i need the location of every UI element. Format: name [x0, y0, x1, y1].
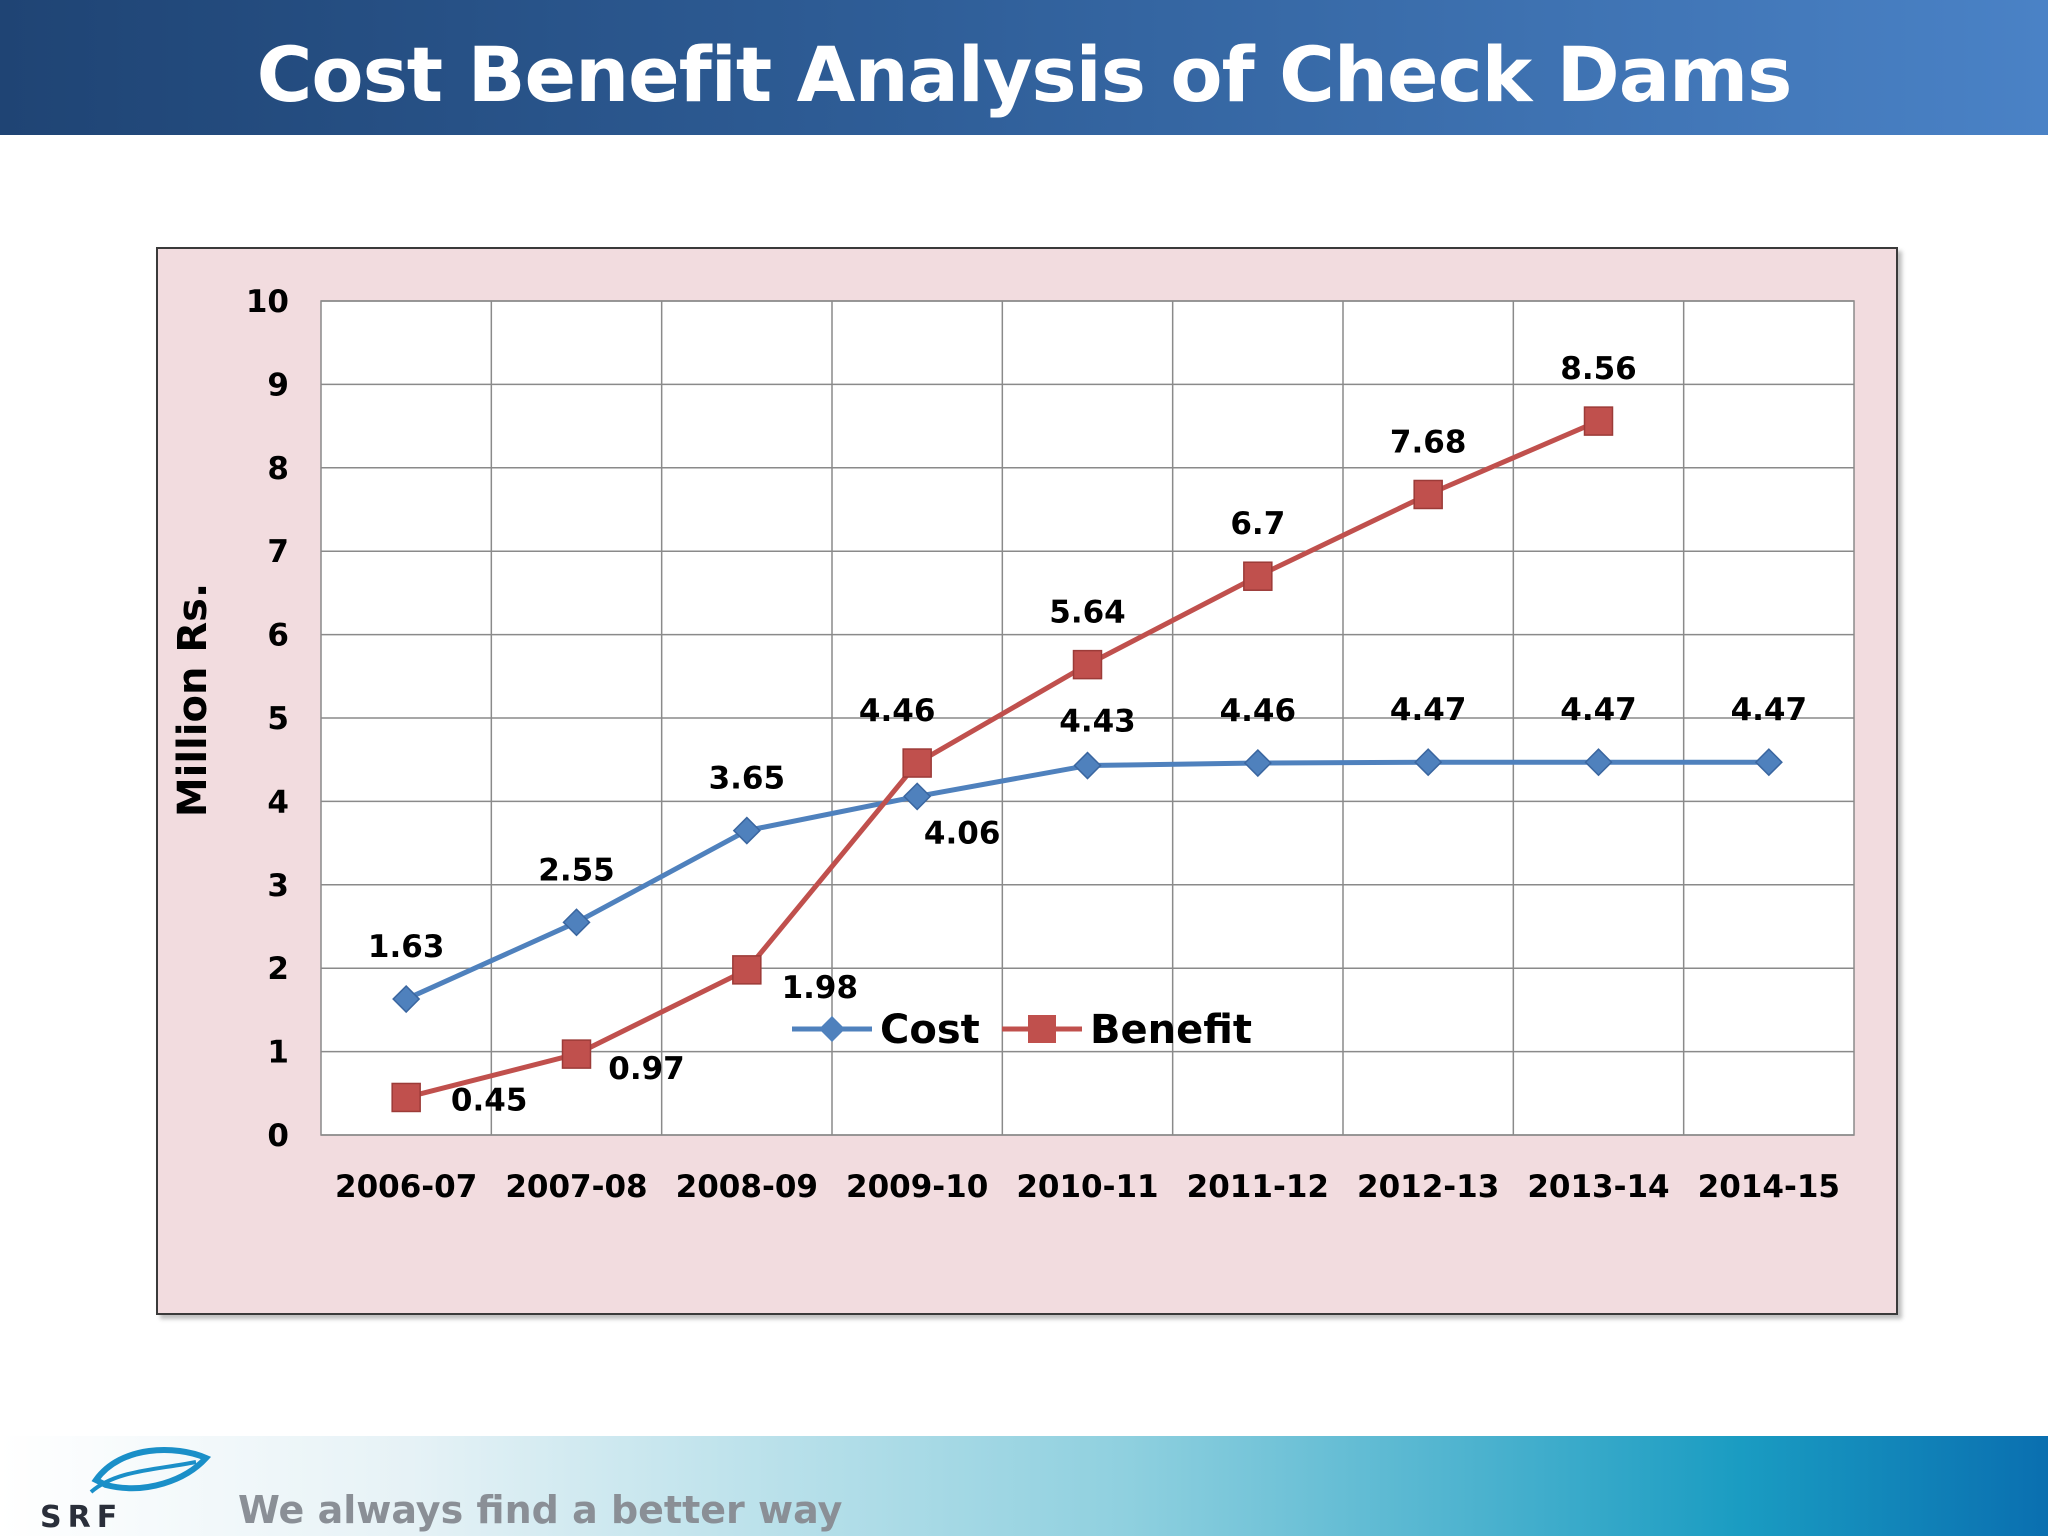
title-bar	[0, 0, 2048, 135]
cost-data-label: 4.47	[1731, 692, 1808, 728]
srf-logo-icon	[89, 1447, 212, 1494]
footer-band	[0, 1436, 2048, 1536]
cost-point	[562, 908, 591, 937]
y-tick-label: 2	[267, 951, 289, 987]
cost-point	[392, 984, 421, 1014]
x-tick-label: 2007-08	[505, 1169, 647, 1205]
y-tick-label: 5	[267, 701, 289, 737]
benefit-point	[902, 748, 932, 778]
benefit-data-label: 4.46	[859, 693, 936, 729]
benefit-point	[391, 1082, 421, 1113]
benefit-point	[561, 1039, 592, 1069]
cost-point	[1414, 748, 1443, 777]
benefit-legend-marker	[1028, 1015, 1056, 1043]
cost-data-label: 4.46	[1220, 693, 1297, 729]
cost-point	[1243, 748, 1272, 778]
cost-legend-label: Cost	[880, 1007, 980, 1053]
benefit-point	[1413, 479, 1443, 510]
cost-data-label: 4.47	[1560, 692, 1637, 728]
x-tick-label: 2014-15	[1698, 1169, 1840, 1205]
x-tick-label: 2010-11	[1016, 1169, 1158, 1205]
cost-point	[903, 782, 932, 811]
y-tick-label: 1	[267, 1035, 289, 1071]
cost-point	[732, 816, 761, 845]
cost-data-label: 1.63	[368, 929, 445, 965]
line-chart: 0 1 2 3 4 5 6 7 8 9 10 2006-07 2007-08 2008-09 2009-10…	[170, 284, 1855, 1205]
x-tick-label: 2008-09	[676, 1169, 818, 1205]
benefit-data-label: 0.45	[451, 1082, 527, 1118]
cost-point	[1073, 751, 1102, 780]
x-tick-label: 2012-13	[1357, 1169, 1499, 1205]
benefit-legend-label: Benefit	[1090, 1007, 1252, 1053]
benefit-data-label: 8.56	[1560, 351, 1637, 387]
cost-point	[1754, 748, 1783, 777]
y-tick-label: 10	[246, 284, 289, 320]
y-tick-label: 6	[267, 618, 289, 654]
y-axis-label: Million Rs.	[170, 583, 216, 817]
benefit-data-label: 7.68	[1390, 424, 1467, 460]
benefit-point	[1583, 406, 1614, 436]
x-tick-label: 2013-14	[1527, 1169, 1669, 1205]
y-tick-label: 7	[267, 534, 289, 570]
benefit-point	[1243, 561, 1273, 591]
y-tick-label: 0	[267, 1118, 289, 1154]
y-tick-label: 9	[267, 367, 289, 403]
cost-data-label: 3.65	[709, 761, 786, 797]
footer-tagline: We always find a better way	[238, 1488, 843, 1532]
benefit-data-label: 6.7	[1230, 506, 1285, 542]
x-tick-label: 2009-10	[846, 1169, 988, 1205]
y-tick-label: 3	[267, 868, 289, 904]
benefit-point	[732, 955, 762, 985]
y-tick-label: 4	[267, 784, 289, 820]
cost-legend-marker	[819, 1016, 845, 1042]
x-tick-label: 2011-12	[1187, 1169, 1329, 1205]
cost-data-label: 4.43	[1059, 704, 1136, 740]
cost-data-label: 4.06	[924, 815, 1001, 851]
benefit-data-label: 0.97	[608, 1051, 685, 1087]
benefit-point	[1072, 649, 1103, 680]
cost-data-label: 2.55	[538, 852, 615, 888]
slide-title: Cost Benefit Analysis of Check Dams Cons…	[256, 30, 1793, 269]
cost-data-label: 4.47	[1390, 692, 1467, 728]
logo-text: SRF	[40, 1500, 124, 1535]
benefit-series-line	[405, 418, 1600, 1100]
x-tick-label: 2006-07	[335, 1169, 477, 1205]
benefit-data-label: 1.98	[782, 970, 859, 1006]
cost-point	[1584, 748, 1613, 777]
benefit-data-label: 5.64	[1049, 595, 1126, 631]
y-tick-label: 8	[267, 451, 289, 487]
